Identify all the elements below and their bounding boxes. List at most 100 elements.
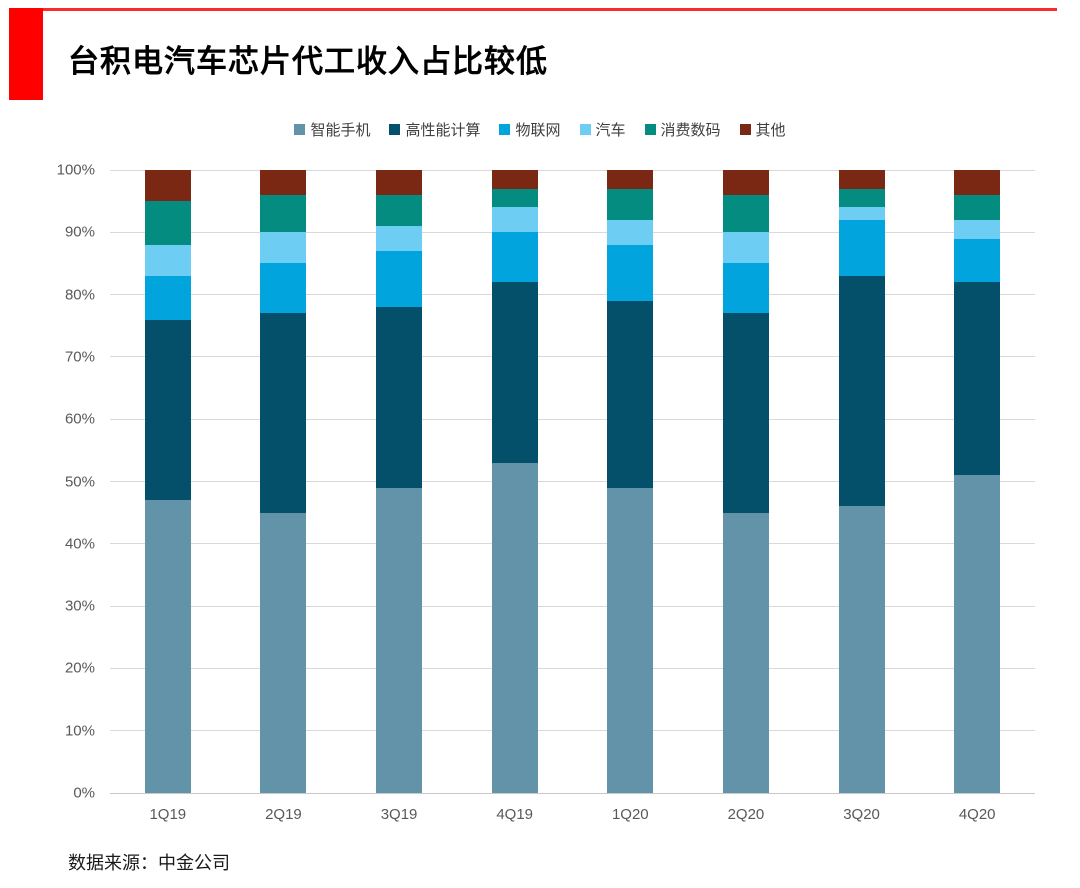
legend-label: 物联网 xyxy=(515,122,561,139)
bar-segment xyxy=(722,512,769,793)
bar-3q20 xyxy=(838,170,885,793)
bar-1q20 xyxy=(607,170,654,793)
bar-segment xyxy=(491,462,538,793)
bar-segment xyxy=(376,307,423,488)
bar-segment xyxy=(722,263,769,314)
gridline xyxy=(110,543,1035,545)
legend-item-3: 物联网 xyxy=(499,119,561,140)
bar-segment xyxy=(491,282,538,463)
bar-segment xyxy=(838,275,885,507)
gridline xyxy=(110,481,1035,482)
legend-swatch xyxy=(739,124,751,135)
bar-segment xyxy=(954,475,1001,793)
bar-segment xyxy=(376,487,423,793)
bar-segment xyxy=(144,170,191,202)
bar-segment xyxy=(954,170,1001,195)
legend-label: 高性能计算 xyxy=(405,122,481,139)
bar-segment xyxy=(954,194,1001,220)
y-axis-tick-label: 100% xyxy=(56,161,95,179)
x-axis-tick-label: 4Q20 xyxy=(958,806,996,823)
bar-segment xyxy=(144,201,191,245)
legend-item-6: 其他 xyxy=(739,119,786,140)
bar-segment xyxy=(491,232,538,283)
bar-segment xyxy=(838,170,885,189)
bar-segment xyxy=(607,188,654,220)
legend-swatch xyxy=(389,124,401,135)
bar-segment xyxy=(722,170,769,195)
bar-segment xyxy=(838,207,885,220)
bar-segment xyxy=(491,188,538,208)
bar-2q20 xyxy=(722,170,769,793)
plot-area: 0% 10% 20% 30% 40% 50% 60% 70% 80% 90% 100% 1Q19 2Q1… xyxy=(57,162,1035,823)
gridline xyxy=(110,356,1035,358)
gridline xyxy=(110,169,1035,171)
bar-segment xyxy=(954,219,1001,239)
gridline xyxy=(110,231,1035,233)
bar-segment xyxy=(722,194,769,233)
y-axis-tick-label: 40% xyxy=(64,535,95,553)
bar-4q19 xyxy=(491,170,538,793)
y-axis-tick-label: 60% xyxy=(64,410,95,428)
bar-1q19 xyxy=(144,170,191,793)
chart-legend: 智能手机 高性能计算 物联网 汽车 消费数码 其他 xyxy=(0,119,1080,140)
legend-label: 消费数码 xyxy=(660,122,721,139)
legend-swatch xyxy=(644,124,656,135)
bar-segment xyxy=(722,232,769,264)
legend-swatch xyxy=(579,124,591,135)
gridline xyxy=(110,730,1035,732)
gridline xyxy=(110,605,1035,607)
x-axis-tick-label: 2Q20 xyxy=(727,806,765,823)
bar-4q20 xyxy=(954,170,1001,793)
legend-item-2: 高性能计算 xyxy=(389,119,480,140)
bar-segment xyxy=(376,226,423,251)
gridline xyxy=(110,792,1035,794)
x-axis-tick-label: 2Q19 xyxy=(265,806,302,823)
bar-segment xyxy=(607,170,654,189)
x-axis-tick-label: 1Q20 xyxy=(611,806,649,823)
red-top-rule xyxy=(43,8,1057,11)
bar-segment xyxy=(491,207,538,233)
bar-segment xyxy=(954,238,1001,283)
bar-segment xyxy=(491,170,538,189)
bar-segment xyxy=(607,244,654,301)
bar-segment xyxy=(144,500,191,793)
gridline xyxy=(110,294,1035,296)
bar-segment xyxy=(144,244,191,276)
y-axis-tick-label: 0% xyxy=(73,784,95,802)
bar-2q19 xyxy=(260,170,307,793)
legend-item-5: 消费数码 xyxy=(644,119,721,140)
bar-segment xyxy=(838,219,885,276)
x-axis-tick-label: 4Q19 xyxy=(496,806,534,823)
bar-3q19 xyxy=(376,170,423,793)
bar-segment xyxy=(260,313,307,513)
bar-segment xyxy=(260,170,307,195)
bar-segment xyxy=(838,188,885,208)
y-axis-tick-label: 90% xyxy=(64,223,95,241)
legend-label: 智能手机 xyxy=(310,122,371,139)
bar-segment xyxy=(722,313,769,513)
y-axis-tick-label: 50% xyxy=(64,473,95,490)
y-axis-tick-label: 80% xyxy=(64,286,95,304)
legend-item-1: 智能手机 xyxy=(294,119,370,140)
bar-segment xyxy=(260,232,307,264)
bar-segment xyxy=(376,251,423,308)
gridline xyxy=(110,667,1035,669)
legend-item-4: 汽车 xyxy=(579,119,626,140)
bar-segment xyxy=(260,194,307,233)
y-axis-tick-label: 10% xyxy=(64,722,95,740)
bar-segment xyxy=(260,263,307,314)
bar-segment xyxy=(260,512,307,793)
source-note: 数据来源：中金公司 xyxy=(68,853,230,873)
bar-segment xyxy=(607,487,654,793)
y-axis-tick-label: 30% xyxy=(64,597,95,615)
bar-segment xyxy=(144,319,191,501)
x-axis-tick-label: 3Q20 xyxy=(843,806,880,823)
y-axis-tick-label: 70% xyxy=(64,348,95,366)
bar-segment xyxy=(144,275,191,320)
x-axis-tick-label: 1Q19 xyxy=(149,806,187,823)
legend-label: 汽车 xyxy=(595,122,626,139)
legend-label: 其他 xyxy=(755,122,786,139)
bar-segment xyxy=(376,170,423,195)
bar-segment xyxy=(607,219,654,245)
